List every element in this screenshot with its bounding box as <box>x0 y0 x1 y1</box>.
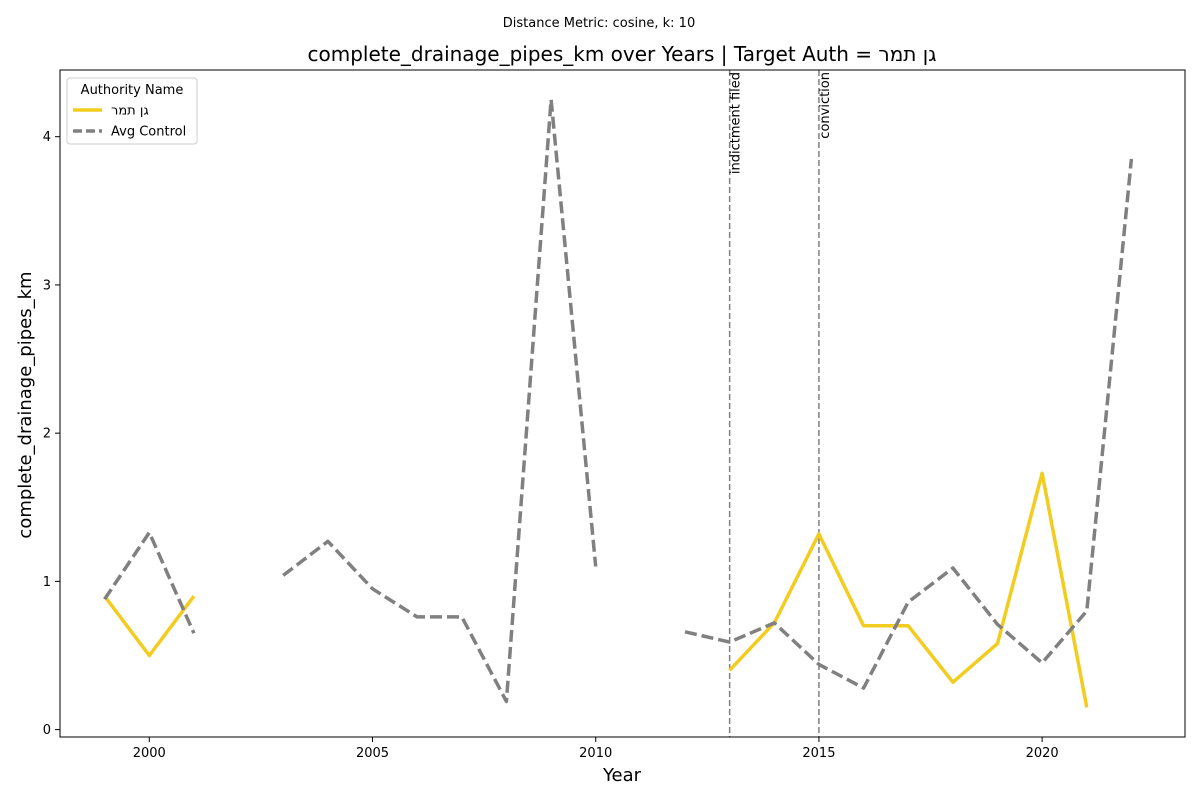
y-axis: 0 1 2 3 4 <box>43 130 60 738</box>
chart-title: complete_drainage_pipes_km over Years | … <box>307 42 936 66</box>
legend-entry-label: גן תמר <box>111 104 149 119</box>
y-tick-label: 0 <box>43 723 51 738</box>
y-tick-label: 4 <box>43 130 51 145</box>
series-line-1 <box>282 97 598 704</box>
x-tick-label: 2000 <box>133 746 166 761</box>
x-axis-label: Year <box>602 765 642 786</box>
plot-frame <box>59 69 1186 738</box>
series-layer <box>103 97 1134 708</box>
event-label: indictment filed <box>729 72 744 174</box>
series-line-0 <box>728 471 1089 708</box>
y-axis-label: complete_drainage_pipes_km <box>15 271 36 538</box>
x-axis: 2000 2005 2010 2015 2020 <box>133 737 1059 761</box>
legend-box <box>66 77 198 145</box>
series-line-0 <box>103 595 196 658</box>
y-tick-label: 3 <box>43 278 51 293</box>
x-tick-label: 2015 <box>802 746 835 761</box>
x-tick-label: 2005 <box>356 746 389 761</box>
legend-entry-label: Avg Control <box>111 125 186 140</box>
series-line-1 <box>684 158 1134 690</box>
legend-title: Authority Name <box>81 83 184 98</box>
event-markers: indictment filed conviction <box>729 70 833 737</box>
x-tick-label: 2020 <box>1026 746 1059 761</box>
y-tick-label: 2 <box>43 427 51 442</box>
legend: Authority Name גן תמר Avg Control <box>66 77 198 145</box>
series-line-1 <box>103 530 196 634</box>
event-label: conviction <box>818 72 833 139</box>
x-tick-label: 2010 <box>579 746 612 761</box>
y-tick-label: 1 <box>43 575 51 590</box>
chart-suptitle: Distance Metric: cosine, k: 10 <box>503 16 695 31</box>
